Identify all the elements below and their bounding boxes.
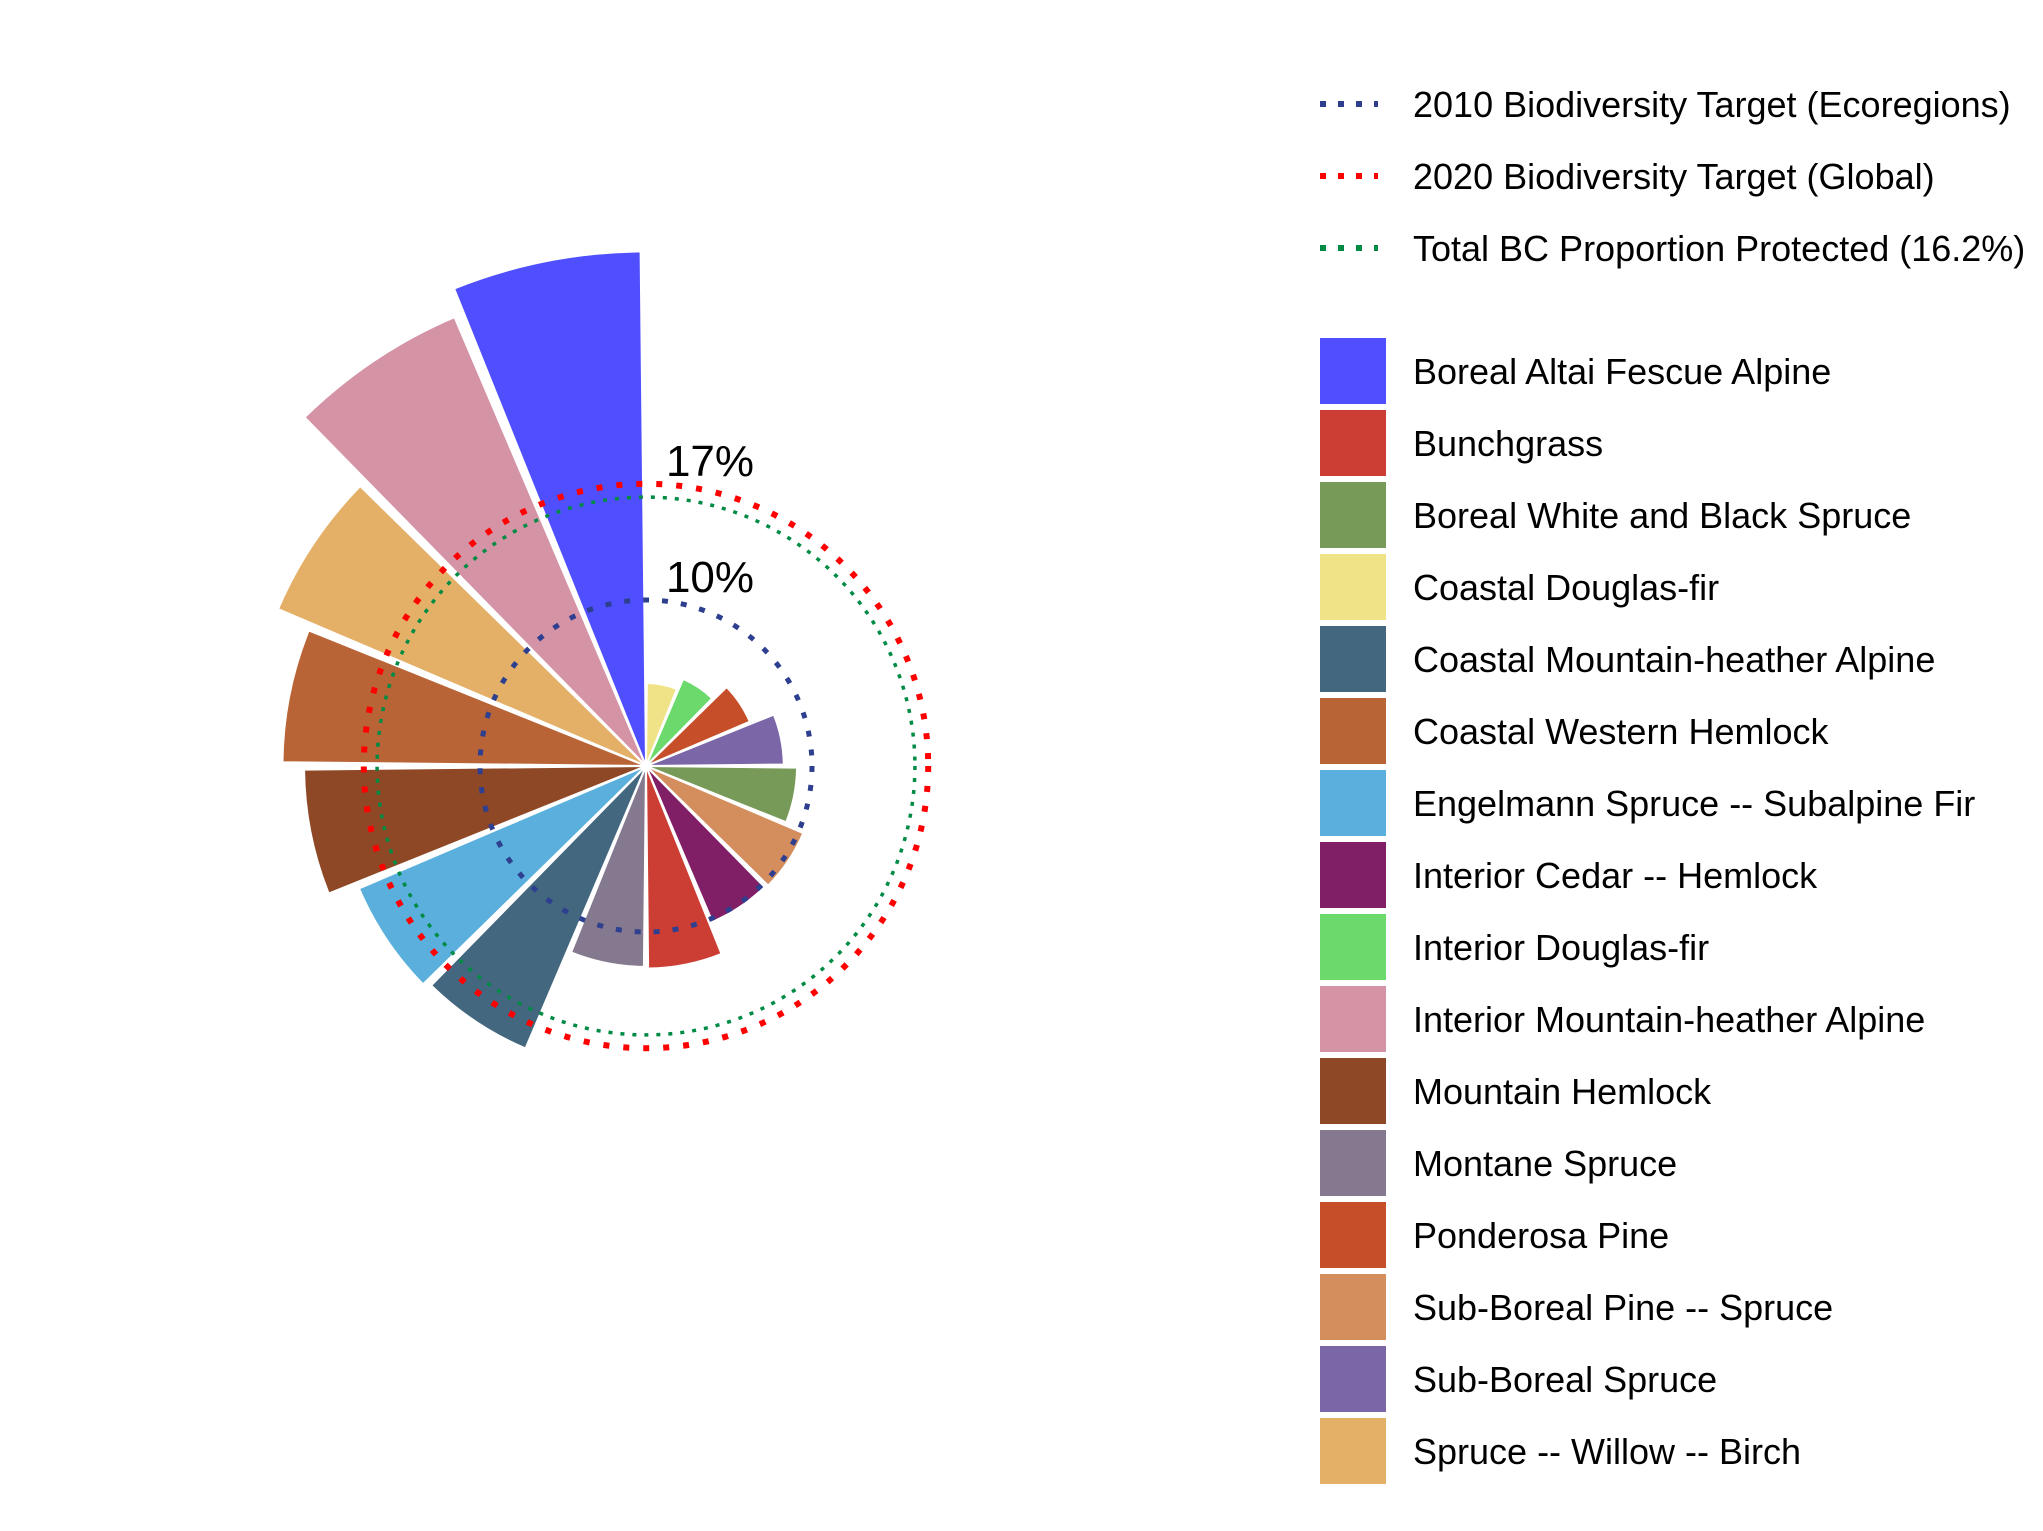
bar-coastal-douglas-fir [645, 681, 679, 767]
bar-boreal-altai-fescue-alpine [452, 250, 647, 767]
legend-label-ponderosa-pine: Ponderosa Pine [1413, 1215, 1669, 1256]
legend-label-interior-cedar-hemlock: Interior Cedar -- Hemlock [1413, 855, 1818, 896]
legend-label-interior-douglas-fir: Interior Douglas-fir [1413, 927, 1709, 968]
legend-swatch-coastal-western-hemlock [1320, 698, 1386, 764]
bar-spruce-willow-birch [276, 484, 647, 767]
bar-ponderosa-pine [645, 685, 752, 767]
bar-coastal-mountain-heather-alpine [429, 765, 647, 1050]
legend-label-interior-mountain-heather-alpine: Interior Mountain-heather Alpine [1413, 999, 1925, 1040]
legend-swatch-sub-boreal-spruce [1320, 1346, 1386, 1412]
legend-label-2020-biodiversity-target-global: 2020 Biodiversity Target (Global) [1413, 156, 1935, 197]
bar-engelmann-spruce-subalpine-fir [357, 765, 647, 986]
legend-label-sub-boreal-pine-spruce: Sub-Boreal Pine -- Spruce [1413, 1287, 1833, 1328]
legend-label-sub-boreal-spruce: Sub-Boreal Spruce [1413, 1359, 1717, 1400]
bar-boreal-white-and-black-spruce [645, 765, 799, 824]
bar-sub-boreal-pine-spruce [645, 765, 805, 888]
legend-label-2010-biodiversity-target-ecoregions: 2010 Biodiversity Target (Ecoregions) [1413, 84, 2011, 125]
legend-label-boreal-altai-fescue-alpine: Boreal Altai Fescue Alpine [1413, 351, 1831, 392]
legend-swatch-ponderosa-pine [1320, 1202, 1386, 1268]
bar-interior-cedar-hemlock [645, 765, 766, 924]
legend-label-boreal-white-and-black-spruce: Boreal White and Black Spruce [1413, 495, 1911, 536]
legend-label-mountain-hemlock: Mountain Hemlock [1413, 1071, 1712, 1112]
ring-label-17: 17% [666, 437, 754, 486]
ring-2020-biodiversity-target-global [360, 480, 932, 1052]
bar-interior-douglas-fir [645, 677, 714, 767]
ring-labels-layer: 10% 17% [666, 437, 754, 602]
ring-label-10: 10% [666, 553, 754, 602]
legend-swatch-sub-boreal-pine-spruce [1320, 1274, 1386, 1340]
legend-swatch-engelmann-spruce-subalpine-fir [1320, 770, 1386, 836]
bar-mountain-hemlock [303, 765, 647, 895]
legend-label-coastal-western-hemlock: Coastal Western Hemlock [1413, 711, 1829, 752]
legend-label-engelmann-spruce-subalpine-fir: Engelmann Spruce -- Subalpine Fir [1413, 783, 1975, 824]
legend-swatch-bunchgrass [1320, 410, 1386, 476]
legend-swatch-coastal-mountain-heather-alpine [1320, 626, 1386, 692]
legend-label-coastal-douglas-fir: Coastal Douglas-fir [1413, 567, 1719, 608]
legend-swatch-interior-cedar-hemlock [1320, 842, 1386, 908]
legend: 2010 Biodiversity Target (Ecoregions) 202… [1320, 84, 2025, 1484]
legend-swatch-interior-douglas-fir [1320, 914, 1386, 980]
ring-2010-biodiversity-target-ecoregions [477, 597, 815, 935]
legend-swatch-boreal-white-and-black-spruce [1320, 482, 1386, 548]
bars-layer [276, 250, 805, 1050]
bar-montane-spruce [569, 765, 647, 968]
legend-swatch-mountain-hemlock [1320, 1058, 1386, 1124]
bar-sub-boreal-spruce [645, 713, 785, 767]
reference-rings-layer [360, 480, 932, 1052]
legend-swatch-interior-mountain-heather-alpine [1320, 986, 1386, 1052]
legend-swatch-boreal-altai-fescue-alpine [1320, 338, 1386, 404]
legend-label-coastal-mountain-heather-alpine: Coastal Mountain-heather Alpine [1413, 639, 1935, 680]
legend-swatch-spruce-willow-birch [1320, 1418, 1386, 1484]
legend-label-total-bc-proportion-protected-16-2: Total BC Proportion Protected (16.2%) [1413, 228, 2025, 269]
legend-swatch-montane-spruce [1320, 1130, 1386, 1196]
ring-total-bc-proportion-protected-16-2 [375, 495, 917, 1037]
bar-coastal-western-hemlock [281, 629, 647, 767]
bar-bunchgrass [645, 765, 723, 970]
legend-label-spruce-willow-birch: Spruce -- Willow -- Birch [1413, 1431, 1801, 1472]
legend-label-bunchgrass: Bunchgrass [1413, 423, 1603, 464]
legend-label-montane-spruce: Montane Spruce [1413, 1143, 1677, 1184]
legend-swatch-coastal-douglas-fir [1320, 554, 1386, 620]
